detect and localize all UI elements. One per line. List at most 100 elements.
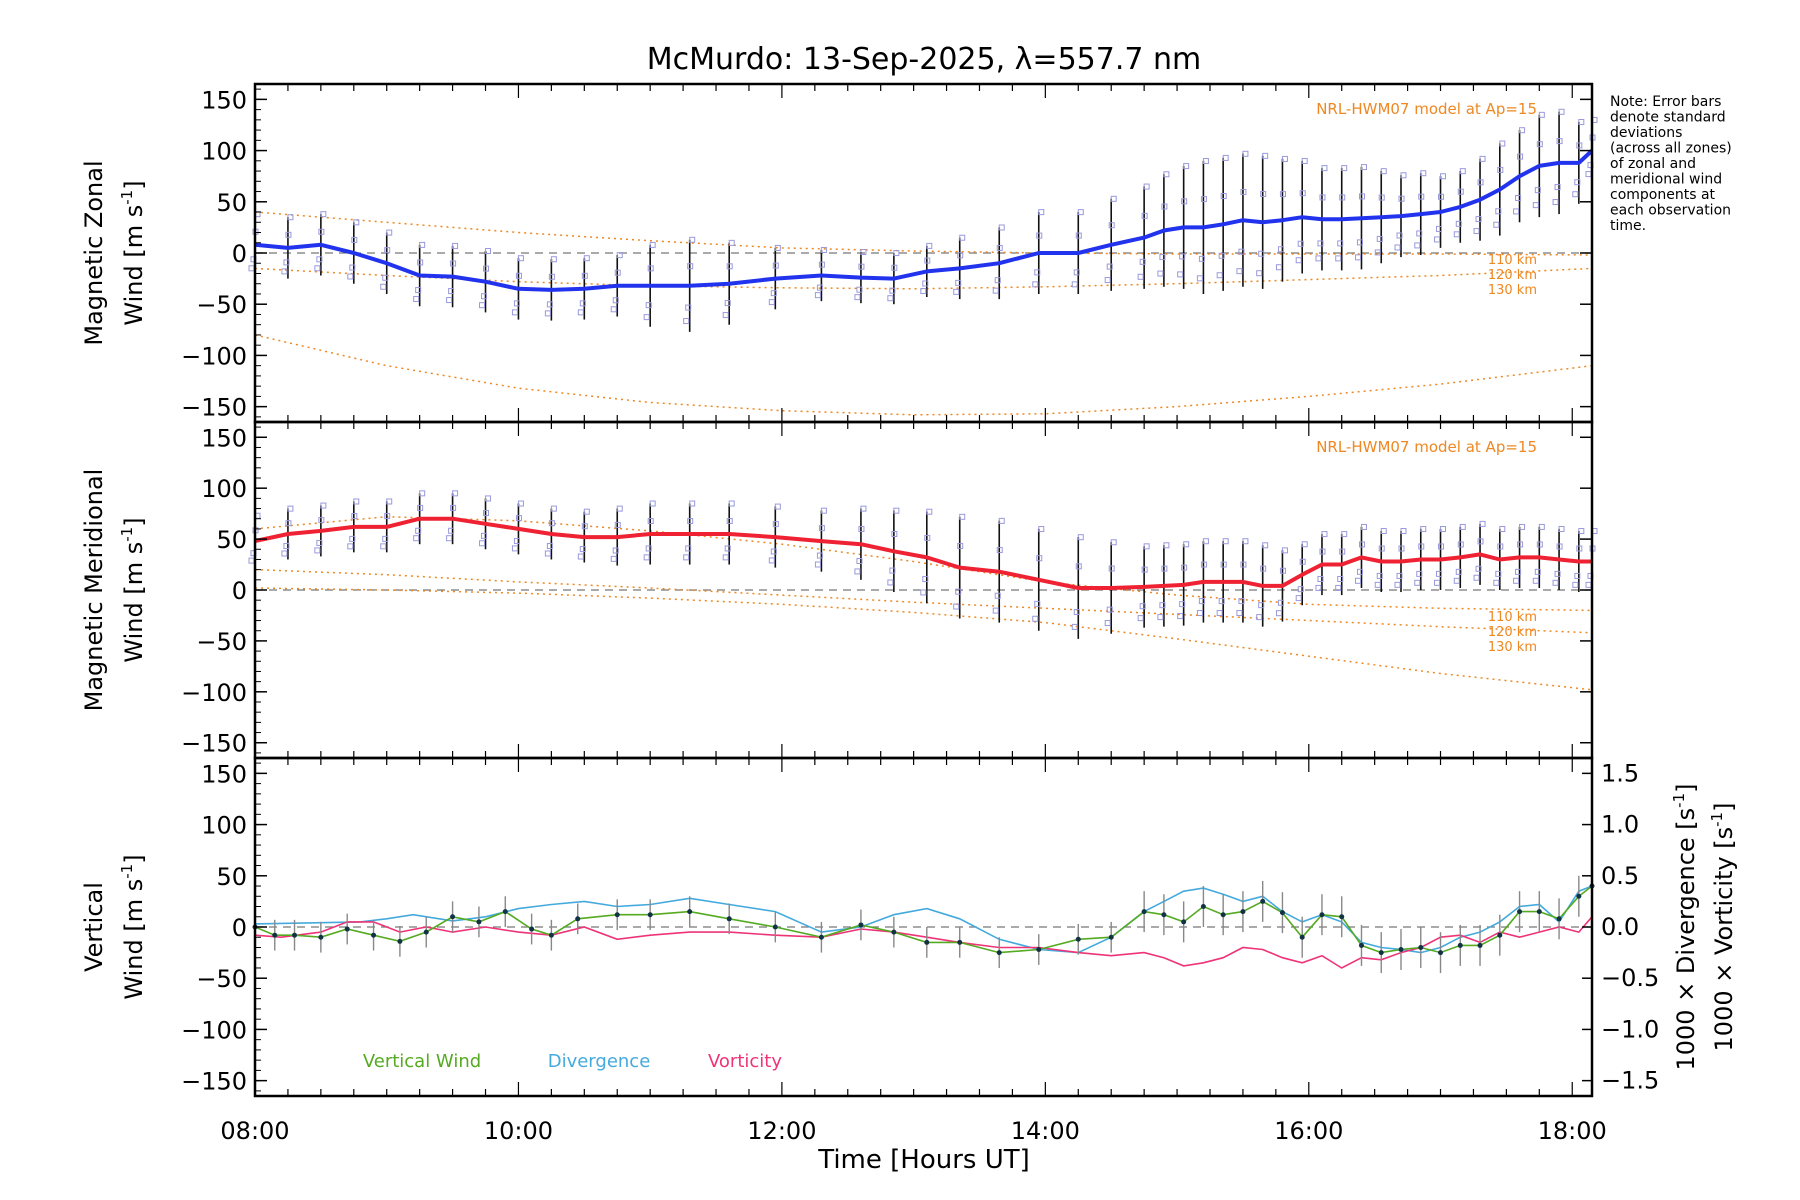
zone-box [814, 561, 821, 568]
zone-box [1315, 255, 1322, 262]
y-tick-label: −150 [181, 1068, 247, 1096]
zone-box [1179, 601, 1186, 608]
zone-box [1572, 581, 1579, 588]
zone-box [285, 231, 292, 238]
zone-box [550, 505, 557, 512]
zone-box [1108, 565, 1115, 572]
y-tick-label: 100 [201, 812, 247, 840]
vertical-wind-point [858, 922, 864, 928]
y-tick-label: 50 [216, 189, 247, 217]
zone-box [1396, 572, 1403, 579]
zone-box [926, 508, 933, 515]
zone-box [1295, 257, 1302, 264]
zone-box [1256, 270, 1263, 277]
zone-box [1453, 231, 1460, 238]
y-tick-label: −100 [181, 679, 247, 707]
zone-box [1218, 598, 1225, 605]
zone-box [770, 290, 777, 297]
zone-box [1376, 235, 1383, 242]
divergence-axis-label-sup: -1 [1670, 793, 1688, 808]
vertical-wind-point [476, 919, 482, 925]
zone-box [316, 256, 323, 263]
zone-box [1436, 225, 1443, 232]
y-tick-label: 0 [232, 240, 247, 268]
zone-box [774, 503, 781, 510]
zone-box [728, 500, 735, 507]
zone-box [1104, 620, 1111, 627]
zone-box [1177, 271, 1184, 278]
zone-box [1434, 236, 1441, 243]
zone-box [957, 542, 964, 549]
y-axis-label-line2: Wind [m s-1] [118, 517, 148, 662]
zone-box [544, 310, 551, 317]
zone-box [1137, 273, 1144, 280]
x-tick-label: 16:00 [1274, 1117, 1343, 1145]
zone-box [281, 268, 288, 275]
y-axis-label-line1: Magnetic Meridional [80, 469, 108, 712]
zone-box [1179, 253, 1186, 260]
zone-box [1515, 194, 1522, 201]
zone-box [384, 247, 391, 254]
zone-box [889, 567, 896, 574]
vertical-wind-point [502, 909, 508, 915]
zone-box [1141, 212, 1148, 219]
zone-box [1358, 541, 1365, 548]
zone-box [612, 547, 619, 554]
note-line: of zonal and [1610, 156, 1696, 172]
vertical-wind-point [957, 939, 963, 945]
y2-tick-label: 0.0 [1601, 913, 1639, 941]
y-axis-label-text: Wind [m s [120, 542, 148, 663]
vertical-wind-point [529, 926, 535, 932]
zone-box [1339, 194, 1346, 201]
y-axis-label-close: ] [120, 517, 148, 526]
note-line: time. [1610, 218, 1646, 234]
zone-box [1394, 244, 1401, 251]
zone-box [953, 288, 960, 295]
zone-box [685, 304, 692, 311]
zone-box [1414, 242, 1421, 249]
zone-box [1513, 577, 1520, 584]
vertical-wind-point [1200, 904, 1206, 910]
zone-box [1380, 168, 1387, 175]
zone-box [1183, 163, 1190, 170]
vertical-wind-point [1556, 916, 1562, 922]
zone-box [1157, 614, 1164, 621]
zone-box [770, 548, 777, 555]
zone-box [1317, 575, 1324, 582]
vertical-wind-point [772, 924, 778, 930]
zone-box [419, 241, 426, 248]
zone-box [1104, 277, 1111, 284]
zone-box [1139, 258, 1146, 265]
vertical-wind-point [1181, 919, 1187, 925]
zone-box [1473, 574, 1480, 581]
model-curve-2 [254, 587, 1593, 691]
zone-box [616, 505, 623, 512]
zone-box [1418, 543, 1425, 550]
x-axis-label: Time [Hours UT] [817, 1145, 1030, 1175]
zone-box [1262, 542, 1269, 549]
legend-vertical: Vertical Wind [363, 1051, 481, 1072]
zone-box [726, 263, 733, 270]
note-line: deviations [1610, 125, 1682, 141]
zone-box [772, 521, 779, 528]
zone-box [959, 513, 966, 520]
model-label: NRL-HWM07 model at Ap=15 [1316, 438, 1537, 456]
zone-box [1380, 528, 1387, 535]
zone-box [1459, 523, 1466, 530]
zone-box [248, 265, 255, 272]
vertical-wind-point [1075, 936, 1081, 942]
zone-box [724, 545, 731, 552]
zone-box [1434, 579, 1441, 586]
zone-box [687, 263, 694, 270]
zone-box [726, 518, 733, 525]
zone-box [818, 261, 825, 268]
zone-box [515, 272, 522, 279]
zone-box [1141, 566, 1148, 573]
zone-box [610, 555, 617, 562]
zone-box [1572, 191, 1579, 198]
vertical-wind-point [1358, 942, 1364, 948]
zone-box [1295, 595, 1302, 602]
vertical-wind-point [996, 950, 1002, 956]
zone-box [1341, 165, 1348, 172]
